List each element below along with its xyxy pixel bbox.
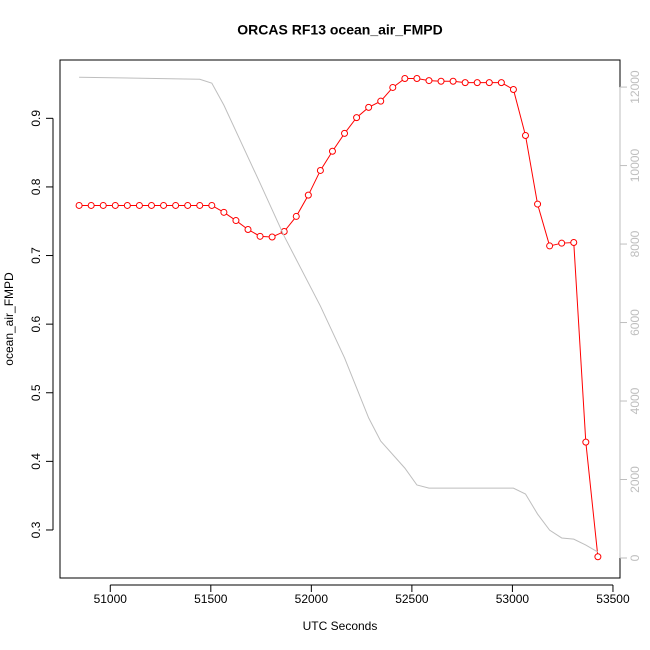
y-axis-label: ocean_air_FMPD [2,272,16,366]
point [268,233,276,241]
point [473,79,481,87]
x-tick-label: 53000 [496,592,530,606]
x-tick-label: 52000 [295,592,329,606]
y-tick-label: 0.3 [29,521,43,538]
point [509,86,517,94]
y2-tick-label: 6000 [628,309,642,336]
point [534,200,542,208]
chart-title: ORCAS RF13 ocean_air_FMPD [237,22,442,38]
x-axis-label: UTC Seconds [303,619,378,633]
x-tick-label: 52500 [395,592,429,606]
y2-tick-label: 4000 [628,387,642,414]
point [99,201,107,209]
point [546,242,554,250]
y2-tick-label: 8000 [628,230,642,257]
point [377,97,385,105]
point [594,553,602,561]
point [123,201,131,209]
point [437,77,445,85]
point [220,208,228,216]
point [328,147,336,155]
point [304,191,312,199]
point [160,201,168,209]
point [582,438,590,446]
y-tick-label: 0.9 [29,110,43,127]
y2-tick-label: 2000 [628,466,642,493]
point [232,217,240,225]
y-tick-label: 0.8 [29,178,43,195]
point [521,131,529,139]
series-line [79,76,599,553]
y-tick-label: 0.4 [29,453,43,470]
point [449,77,457,85]
y-tick-label: 0.6 [29,315,43,332]
point [485,79,493,87]
y-tick-label: 0.5 [29,384,43,401]
point [292,212,300,220]
point [244,225,252,233]
point [353,114,361,122]
point [558,239,566,247]
y2-tick-label: 0 [628,554,642,561]
point [425,77,433,85]
point [111,201,119,209]
y-tick-label: 0.7 [29,247,43,264]
point [208,201,216,209]
point [147,201,155,209]
x-tick-label: 51500 [194,592,228,606]
point [172,201,180,209]
y2-tick-label: 12000 [628,70,642,104]
point [256,232,264,240]
point [135,201,143,209]
point [196,201,204,209]
point [316,166,324,174]
point [184,201,192,209]
point [75,201,83,209]
point [401,75,409,83]
point [570,239,578,247]
point [413,75,421,83]
point [461,79,469,87]
point [365,103,373,111]
y2-tick-label: 10000 [628,149,642,183]
point [497,79,505,87]
point [389,83,397,91]
point [87,201,95,209]
x-tick-label: 51000 [94,592,128,606]
point [341,129,349,137]
x-tick-label: 53500 [596,592,630,606]
